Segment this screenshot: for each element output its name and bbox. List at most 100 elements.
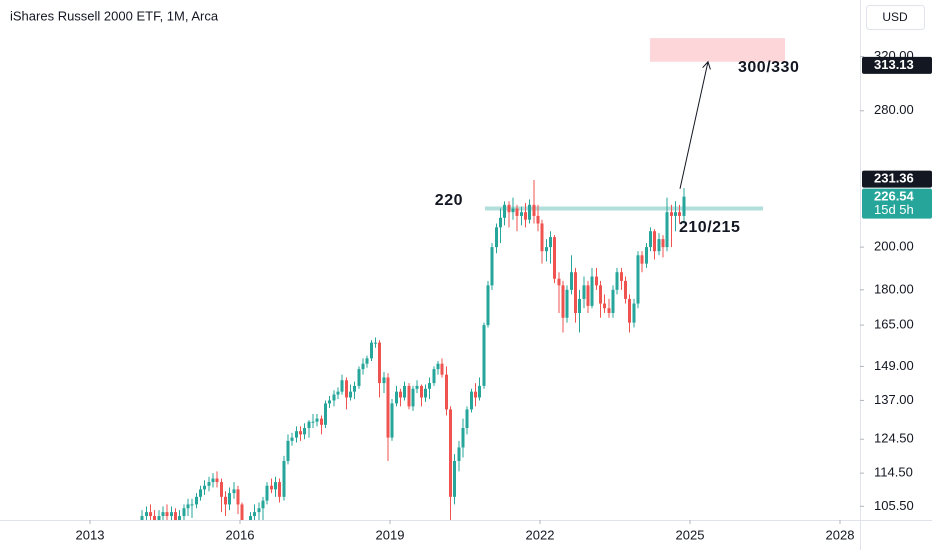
chart-title: iShares Russell 2000 ETF, 1M, Arca (10, 8, 219, 23)
candle-body (482, 325, 486, 386)
candle-body (536, 215, 540, 224)
candle-body (549, 237, 552, 248)
price-label: 231.36 (874, 171, 914, 186)
candle-body (540, 223, 544, 252)
candle-body (620, 272, 623, 281)
candle-body (432, 369, 436, 384)
price-label: 226.54 (874, 189, 915, 204)
price-label: 313.13 (874, 57, 914, 72)
candle-body (315, 418, 319, 422)
candle-body (570, 272, 573, 290)
candle-body (453, 460, 456, 497)
axes: 105.50 114.50 124.50 137.00 149.00 165.00 180.… (76, 48, 932, 542)
candle-body (274, 482, 277, 490)
candle-body (682, 196, 686, 216)
candle-body (565, 289, 569, 318)
candle-body (674, 212, 677, 216)
y-tick-label: 200.00 (874, 239, 914, 254)
candle-body (465, 409, 469, 428)
candle-body (215, 478, 219, 483)
candle-body (353, 385, 356, 392)
currency-button[interactable] (866, 5, 925, 30)
candle-body (678, 212, 681, 216)
candle-body (511, 208, 515, 213)
x-tick-label: 2013 (76, 527, 105, 542)
candle-body (515, 208, 519, 216)
candle-body (595, 276, 598, 286)
candle-body (590, 276, 594, 306)
candle-body (236, 489, 240, 505)
candle-body (499, 217, 502, 228)
candle-body (611, 289, 615, 313)
candle-body (386, 377, 390, 438)
candle-body (395, 391, 398, 404)
candle-body (486, 285, 490, 326)
candle-body (632, 303, 636, 323)
candle-body (311, 421, 315, 423)
candle-body (615, 272, 619, 290)
candle-body (474, 391, 477, 398)
countdown-label: 15d 5h (874, 202, 914, 217)
candle-body (670, 212, 673, 216)
candle-body (520, 212, 523, 216)
candle-body (261, 500, 265, 509)
candle-body (457, 447, 461, 461)
candle-body (503, 204, 506, 218)
candle-body (532, 204, 536, 216)
candle-body (286, 440, 290, 461)
candle-body (270, 485, 273, 490)
y-tick-label: 280.00 (874, 102, 914, 117)
candle-body (403, 385, 406, 398)
plot-area (140, 38, 785, 520)
candle-body (390, 403, 394, 438)
y-tick-label: 105.50 (874, 498, 914, 513)
candle-body (332, 394, 336, 401)
x-tick-label: 2016 (226, 527, 255, 542)
candle-body (640, 255, 644, 264)
candle-body (657, 239, 661, 252)
candle-body (228, 493, 231, 505)
candle-body (428, 383, 431, 389)
candle-body (220, 482, 223, 497)
candle-body (653, 231, 656, 252)
candle-body (574, 272, 577, 313)
candle-body (253, 512, 256, 517)
candle-body (182, 508, 186, 517)
candle-body (628, 298, 631, 323)
candle-body (557, 278, 561, 286)
candle-body (145, 512, 148, 517)
candle-body (661, 239, 665, 248)
price-label-box (862, 188, 932, 219)
candle-body (490, 247, 494, 286)
candle-body (578, 298, 581, 313)
x-tick-label: 2025 (676, 527, 705, 542)
candle-body (440, 363, 444, 375)
candle-body (170, 512, 173, 517)
candle-body (282, 460, 286, 497)
candle-body (336, 391, 340, 395)
candle-body (586, 285, 590, 306)
candle-body (528, 204, 531, 220)
candle-body (374, 342, 377, 344)
candle-body (645, 247, 648, 264)
y-tick-label: 149.00 (874, 358, 914, 373)
candle-body (424, 388, 427, 398)
candle-body (149, 512, 152, 517)
candle-body (507, 204, 511, 213)
candle-body (199, 489, 202, 497)
candle-body (665, 212, 669, 248)
candle-body (553, 237, 556, 279)
candle-body (603, 303, 606, 309)
candle-body (257, 508, 261, 513)
candle-body (470, 391, 473, 410)
candle-body (407, 385, 411, 407)
x-tick-label: 2022 (526, 527, 555, 542)
candle-body (207, 482, 211, 486)
arrow (679, 60, 711, 189)
currency-label[interactable]: USD (882, 10, 908, 24)
candle-body (161, 512, 165, 517)
candle-body (232, 489, 236, 494)
candle-body (349, 391, 352, 398)
y-tick-label: 165.00 (874, 317, 914, 332)
candle-body (445, 374, 448, 410)
